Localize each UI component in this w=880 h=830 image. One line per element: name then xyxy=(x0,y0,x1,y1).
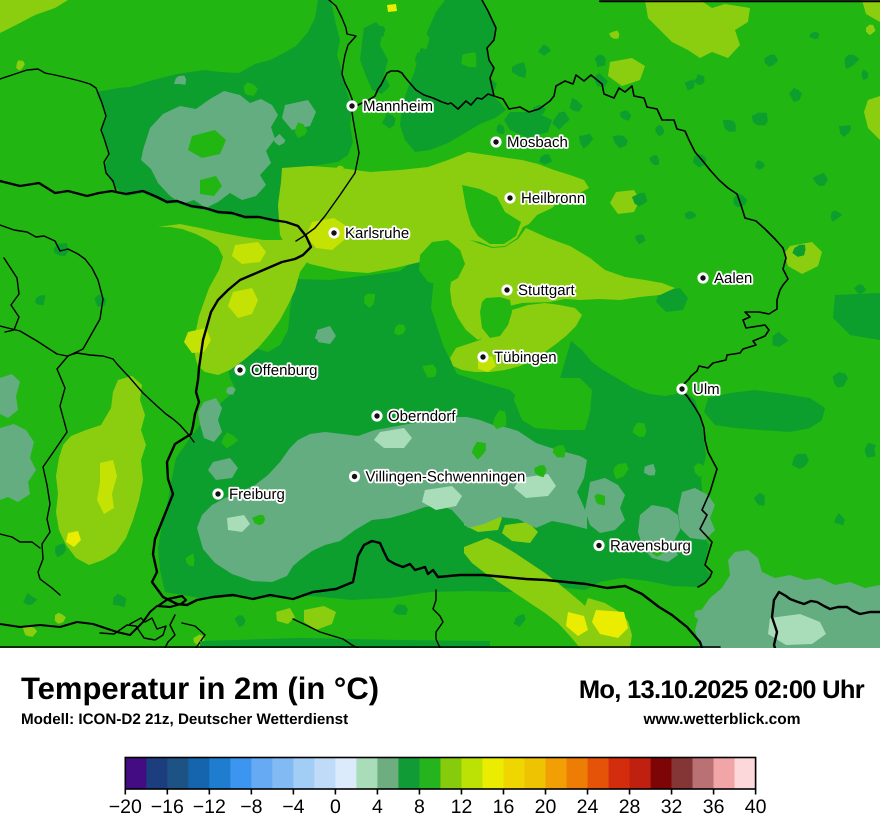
svg-text:Mosbach: Mosbach xyxy=(507,134,568,151)
svg-text:Tübingen: Tübingen xyxy=(494,349,557,366)
svg-text:28: 28 xyxy=(619,796,641,818)
svg-text:Ravensburg: Ravensburg xyxy=(610,538,691,555)
svg-text:16: 16 xyxy=(493,796,515,818)
svg-text:−12: −12 xyxy=(193,796,226,818)
svg-text:−20: −20 xyxy=(109,796,142,818)
svg-text:24: 24 xyxy=(577,796,599,818)
svg-text:Offenburg: Offenburg xyxy=(251,362,317,379)
svg-text:4: 4 xyxy=(372,796,383,818)
svg-text:Oberndorf: Oberndorf xyxy=(388,408,456,425)
svg-text:40: 40 xyxy=(745,796,767,818)
svg-text:−16: −16 xyxy=(151,796,184,818)
svg-text:−8: −8 xyxy=(240,796,262,818)
svg-text:Modell: ICON-D2 21z, Deutscher: Modell: ICON-D2 21z, Deutscher Wetterdie… xyxy=(21,711,348,728)
svg-text:Karlsruhe: Karlsruhe xyxy=(345,225,409,242)
svg-text:12: 12 xyxy=(451,796,473,818)
svg-text:32: 32 xyxy=(661,796,683,818)
svg-text:Villingen-Schwenningen: Villingen-Schwenningen xyxy=(366,469,526,486)
svg-text:Heilbronn: Heilbronn xyxy=(521,190,585,207)
svg-text:Aalen: Aalen xyxy=(714,270,752,287)
svg-text:www.wetterblick.com: www.wetterblick.com xyxy=(642,711,800,728)
svg-text:Stuttgart: Stuttgart xyxy=(518,282,576,299)
svg-text:Temperatur in 2m (in °C): Temperatur in 2m (in °C) xyxy=(21,671,379,706)
svg-text:20: 20 xyxy=(535,796,557,818)
svg-text:Freiburg: Freiburg xyxy=(229,486,285,503)
svg-text:−4: −4 xyxy=(282,796,304,818)
svg-text:8: 8 xyxy=(414,796,425,818)
svg-text:Ulm: Ulm xyxy=(693,381,720,398)
svg-text:Mo, 13.10.2025 02:00 Uhr: Mo, 13.10.2025 02:00 Uhr xyxy=(579,676,865,704)
svg-text:Mannheim: Mannheim xyxy=(363,98,433,115)
svg-text:36: 36 xyxy=(703,796,725,818)
svg-text:0: 0 xyxy=(330,796,341,818)
